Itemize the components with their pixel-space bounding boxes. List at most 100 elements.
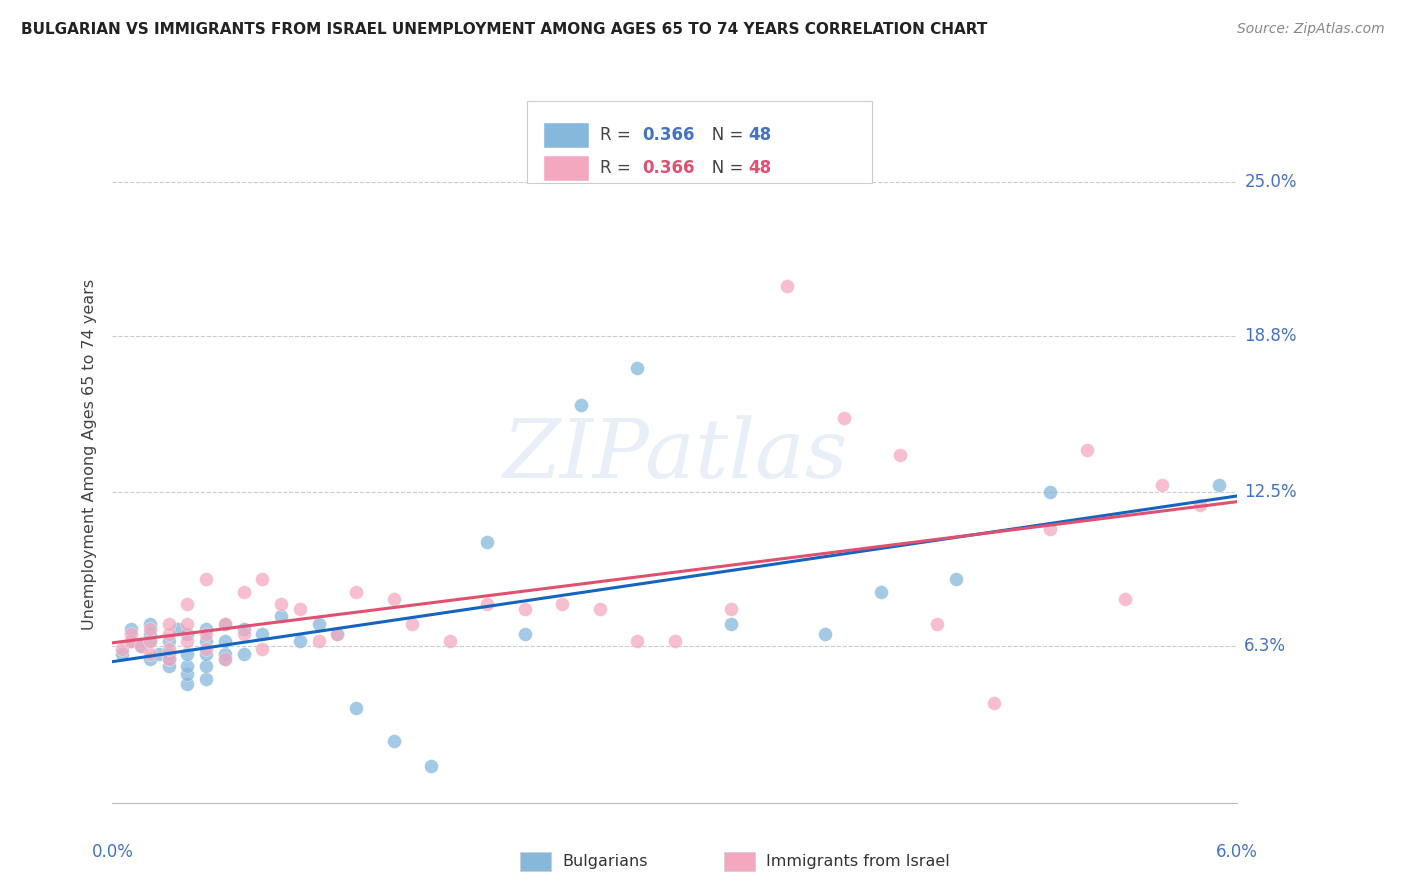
Text: 6.0%: 6.0% — [1216, 843, 1258, 861]
Point — [477, 535, 499, 549]
Point — [195, 627, 218, 641]
Point — [308, 616, 330, 631]
Point — [157, 659, 180, 673]
Y-axis label: Unemployment Among Ages 65 to 74 years: Unemployment Among Ages 65 to 74 years — [82, 279, 97, 631]
Point — [139, 651, 162, 665]
Point — [214, 634, 236, 648]
Text: 18.8%: 18.8% — [1244, 326, 1296, 344]
Point — [1208, 477, 1230, 491]
Point — [139, 634, 162, 648]
Point — [139, 622, 162, 636]
Point — [513, 602, 536, 616]
Point — [252, 641, 274, 656]
Point — [120, 622, 142, 636]
Point — [111, 647, 134, 661]
Point — [176, 676, 198, 690]
Point — [814, 627, 837, 641]
Point — [420, 758, 443, 772]
Point — [157, 651, 180, 665]
Point — [157, 627, 180, 641]
Point — [195, 622, 218, 636]
Text: BULGARIAN VS IMMIGRANTS FROM ISRAEL UNEMPLOYMENT AMONG AGES 65 TO 74 YEARS CORRE: BULGARIAN VS IMMIGRANTS FROM ISRAEL UNEM… — [21, 22, 987, 37]
Text: 0.0%: 0.0% — [91, 843, 134, 861]
Point — [439, 634, 461, 648]
Point — [120, 627, 142, 641]
Point — [195, 641, 218, 656]
Point — [195, 659, 218, 673]
Text: N =: N = — [696, 127, 748, 145]
Point — [252, 627, 274, 641]
Text: 0.366: 0.366 — [643, 127, 695, 145]
Point — [129, 639, 152, 653]
Point — [401, 616, 423, 631]
Point — [232, 647, 254, 661]
Point — [195, 634, 218, 648]
Text: ZIPatlas: ZIPatlas — [502, 415, 848, 495]
Point — [252, 572, 274, 586]
Point — [720, 616, 742, 631]
Point — [344, 701, 367, 715]
Point — [270, 609, 292, 624]
Point — [195, 572, 218, 586]
Point — [382, 592, 405, 607]
Text: 0.366: 0.366 — [643, 159, 695, 178]
Point — [176, 627, 198, 641]
Text: 48: 48 — [748, 127, 770, 145]
Point — [1076, 442, 1098, 457]
Point — [157, 634, 180, 648]
Point — [232, 584, 254, 599]
Point — [176, 616, 198, 631]
Point — [148, 647, 170, 661]
Point — [1152, 477, 1174, 491]
Point — [326, 627, 349, 641]
Point — [176, 659, 198, 673]
Text: 12.5%: 12.5% — [1244, 483, 1296, 501]
Point — [382, 733, 405, 747]
Point — [569, 398, 592, 412]
Point — [157, 651, 180, 665]
Point — [120, 634, 142, 648]
Point — [232, 627, 254, 641]
Text: N =: N = — [696, 159, 748, 178]
Point — [214, 647, 236, 661]
Point — [139, 634, 162, 648]
Point — [1188, 498, 1211, 512]
Point — [214, 616, 236, 631]
Point — [270, 597, 292, 611]
Text: Source: ZipAtlas.com: Source: ZipAtlas.com — [1237, 22, 1385, 37]
Point — [326, 627, 349, 641]
Point — [176, 597, 198, 611]
Point — [139, 647, 162, 661]
Text: 48: 48 — [748, 159, 770, 178]
Point — [176, 666, 198, 681]
Text: R =: R = — [600, 127, 637, 145]
Point — [927, 616, 949, 631]
Point — [139, 616, 162, 631]
Point — [195, 672, 218, 686]
Point — [176, 634, 198, 648]
Point — [288, 602, 311, 616]
Point — [626, 361, 648, 376]
Point — [664, 634, 686, 648]
Point — [344, 584, 367, 599]
Point — [720, 602, 742, 616]
Point — [626, 634, 648, 648]
Point — [232, 622, 254, 636]
Point — [111, 641, 134, 656]
Point — [157, 647, 180, 661]
Point — [477, 597, 499, 611]
Point — [157, 641, 180, 656]
Point — [832, 410, 855, 425]
Point — [139, 627, 162, 641]
Point — [288, 634, 311, 648]
Point — [1039, 485, 1062, 500]
Point — [176, 647, 198, 661]
Point — [157, 616, 180, 631]
Point — [870, 584, 893, 599]
Point — [983, 697, 1005, 711]
Point — [214, 651, 236, 665]
Point — [513, 627, 536, 641]
Point — [167, 622, 190, 636]
Point — [589, 602, 612, 616]
Point — [889, 448, 911, 462]
